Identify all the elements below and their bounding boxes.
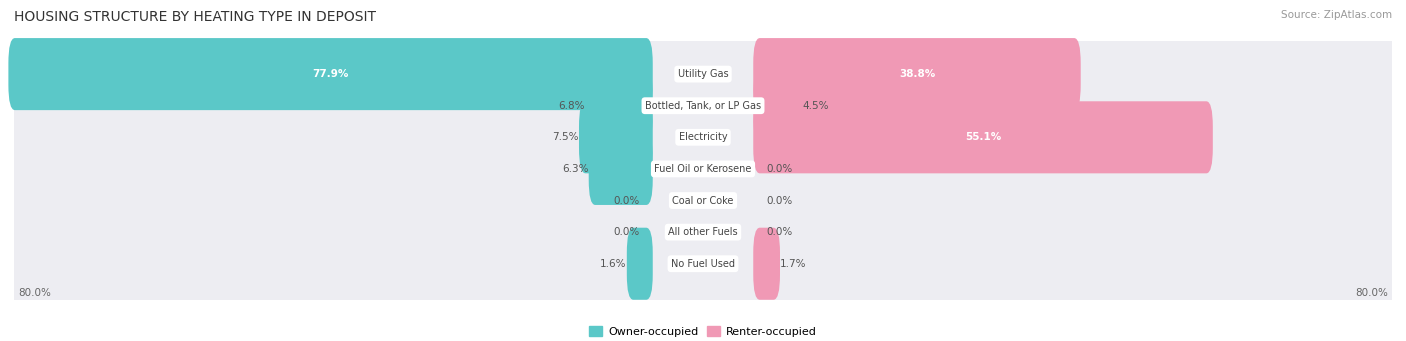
FancyBboxPatch shape: [754, 228, 780, 300]
Text: Electricity: Electricity: [679, 132, 727, 142]
Text: 1.7%: 1.7%: [780, 259, 807, 269]
FancyBboxPatch shape: [585, 70, 652, 142]
Text: 6.8%: 6.8%: [558, 101, 585, 111]
Text: 6.3%: 6.3%: [562, 164, 589, 174]
Text: 80.0%: 80.0%: [1355, 288, 1388, 298]
Text: 77.9%: 77.9%: [312, 69, 349, 79]
FancyBboxPatch shape: [8, 21, 1398, 127]
FancyBboxPatch shape: [754, 38, 1081, 110]
FancyBboxPatch shape: [627, 228, 652, 300]
FancyBboxPatch shape: [8, 38, 652, 110]
FancyBboxPatch shape: [754, 101, 1213, 173]
FancyBboxPatch shape: [8, 148, 1398, 253]
FancyBboxPatch shape: [8, 117, 1398, 221]
FancyBboxPatch shape: [8, 53, 1398, 158]
FancyBboxPatch shape: [589, 133, 652, 205]
Text: No Fuel Used: No Fuel Used: [671, 259, 735, 269]
Text: HOUSING STRUCTURE BY HEATING TYPE IN DEPOSIT: HOUSING STRUCTURE BY HEATING TYPE IN DEP…: [14, 10, 375, 24]
FancyBboxPatch shape: [754, 70, 803, 142]
Text: Fuel Oil or Kerosene: Fuel Oil or Kerosene: [654, 164, 752, 174]
Text: 0.0%: 0.0%: [766, 164, 793, 174]
Text: 1.6%: 1.6%: [600, 259, 627, 269]
FancyBboxPatch shape: [8, 211, 1398, 316]
Text: Coal or Coke: Coal or Coke: [672, 195, 734, 206]
Text: 38.8%: 38.8%: [898, 69, 935, 79]
Text: 0.0%: 0.0%: [613, 195, 640, 206]
FancyBboxPatch shape: [8, 85, 1398, 190]
Text: 55.1%: 55.1%: [965, 132, 1001, 142]
Text: 7.5%: 7.5%: [553, 132, 579, 142]
Text: 0.0%: 0.0%: [766, 195, 793, 206]
Text: Source: ZipAtlas.com: Source: ZipAtlas.com: [1281, 10, 1392, 20]
Text: Utility Gas: Utility Gas: [678, 69, 728, 79]
Text: 4.5%: 4.5%: [803, 101, 830, 111]
Legend: Owner-occupied, Renter-occupied: Owner-occupied, Renter-occupied: [585, 322, 821, 341]
Text: 0.0%: 0.0%: [766, 227, 793, 237]
Text: Bottled, Tank, or LP Gas: Bottled, Tank, or LP Gas: [645, 101, 761, 111]
FancyBboxPatch shape: [8, 180, 1398, 285]
FancyBboxPatch shape: [579, 101, 652, 173]
Text: 0.0%: 0.0%: [613, 227, 640, 237]
Text: 80.0%: 80.0%: [18, 288, 51, 298]
Text: All other Fuels: All other Fuels: [668, 227, 738, 237]
